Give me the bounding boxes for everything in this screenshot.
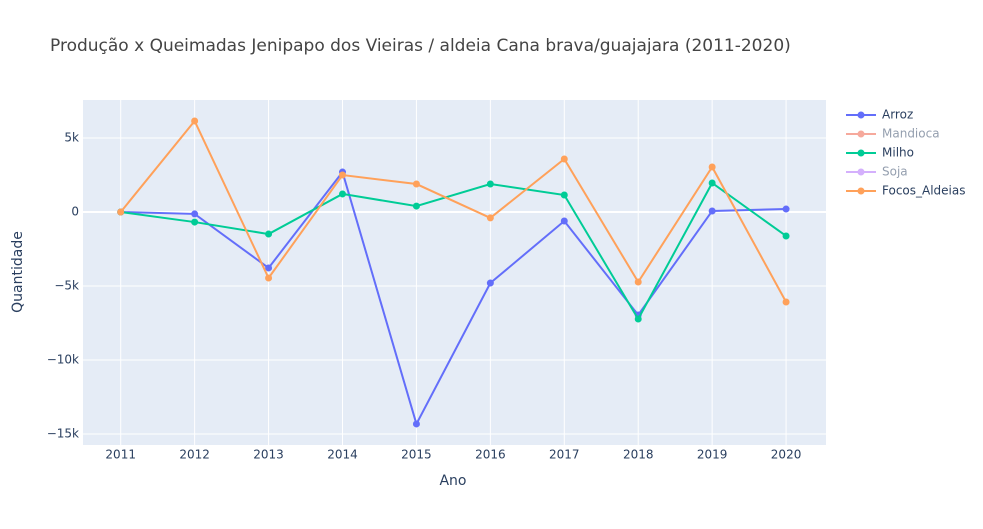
- marker: [338, 171, 346, 179]
- marker: [486, 214, 494, 222]
- chart-title: Produção x Queimadas Jenipapo dos Vieira…: [50, 36, 791, 56]
- x-tick-label: 2019: [697, 448, 728, 462]
- x-tick-label: 2020: [771, 448, 802, 462]
- x-tick-label: 2017: [549, 448, 580, 462]
- x-tick-label: 2011: [105, 448, 136, 462]
- legend-label: Milho: [882, 146, 914, 160]
- marker: [265, 230, 273, 238]
- marker: [708, 179, 716, 187]
- marker: [117, 208, 125, 216]
- marker: [412, 420, 420, 428]
- legend-label: Soja: [882, 165, 908, 179]
- marker: [191, 210, 199, 218]
- marker: [782, 298, 790, 306]
- x-tick-label: 2013: [253, 448, 284, 462]
- x-tick-label: 2016: [475, 448, 506, 462]
- y-tick-label: 5k: [64, 131, 79, 145]
- legend-label: Arroz: [882, 108, 913, 122]
- marker: [782, 205, 790, 213]
- y-tick-label: −5k: [54, 279, 79, 293]
- series-line: [119, 119, 787, 303]
- legend-marker: [857, 149, 865, 157]
- series-line: [120, 169, 787, 427]
- marker: [412, 180, 420, 188]
- x-tick-label: 2018: [623, 448, 654, 462]
- legend-label: Mandioca: [882, 127, 940, 141]
- legend-item[interactable]: Focos_Aldeias: [846, 184, 966, 198]
- y-tick-label: 0: [71, 205, 79, 219]
- marker: [708, 207, 716, 215]
- marker: [560, 155, 568, 163]
- legend-marker: [857, 168, 865, 176]
- y-axis-title: Quantidade: [10, 231, 26, 313]
- legend-item[interactable]: Soja: [846, 165, 908, 179]
- legend-label: Focos_Aldeias: [882, 184, 966, 198]
- x-axis-title: Ano: [439, 473, 466, 489]
- legend-marker: [857, 111, 865, 119]
- marker: [412, 202, 420, 210]
- marker: [191, 117, 199, 125]
- marker: [338, 190, 346, 198]
- marker: [634, 315, 642, 323]
- legend-marker: [857, 130, 865, 138]
- marker: [265, 274, 273, 282]
- legend-marker: [857, 187, 865, 195]
- legend-item[interactable]: Mandioca: [846, 127, 940, 141]
- marker: [191, 218, 199, 226]
- marker: [708, 163, 716, 171]
- marker: [265, 264, 273, 272]
- marker: [560, 217, 568, 225]
- x-tick-label: 2014: [327, 448, 358, 462]
- plot-area: [83, 100, 826, 445]
- marker: [634, 278, 642, 286]
- x-tick-label: 2015: [401, 448, 432, 462]
- marker: [486, 279, 494, 287]
- y-tick-label: −10k: [47, 353, 79, 367]
- legend-item[interactable]: Milho: [846, 146, 914, 160]
- series-line: [120, 181, 787, 322]
- legend-item[interactable]: Arroz: [846, 108, 913, 122]
- y-tick-label: −15k: [47, 427, 79, 441]
- marker: [486, 180, 494, 188]
- marker: [782, 232, 790, 240]
- marker: [560, 191, 568, 199]
- x-tick-label: 2012: [179, 448, 210, 462]
